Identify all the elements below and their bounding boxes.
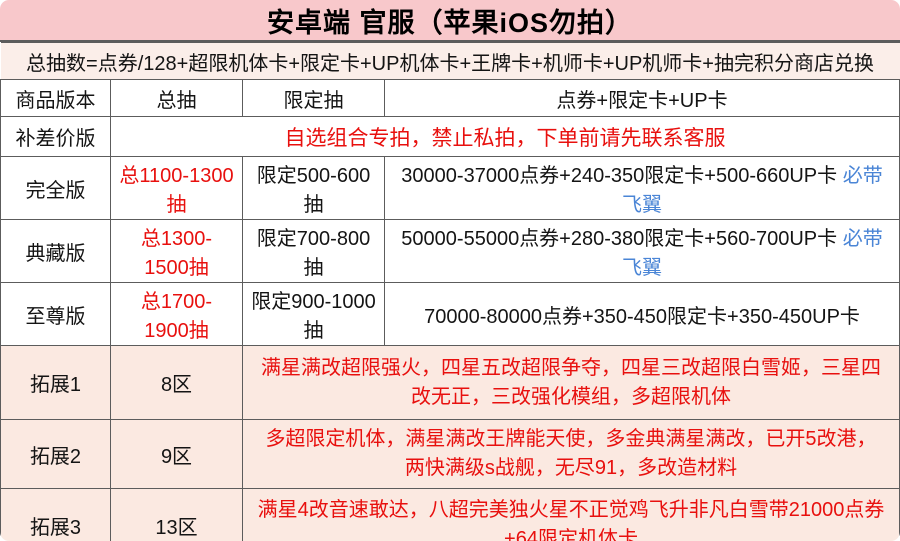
total-draws-formula-note: 总抽数=点券/128+超限机体卡+限定卡+UP机体卡+王牌卡+机师卡+UP机师卡… bbox=[0, 42, 900, 80]
version-resources-detail: 30000-37000点券+240-350限定卡+500-660UP卡 bbox=[401, 165, 838, 187]
special-version-instructions: 自选组合专拍，禁止私拍，下单前请先联系客服 bbox=[110, 116, 900, 157]
version-name: 至尊版 bbox=[0, 282, 111, 346]
col-header-limited-draws: 限定抽 bbox=[242, 79, 385, 117]
expansion-row: 拓展3 13区 满星4改音速敢达，八超完美独火星不正觉鸡飞升非凡白雪带21000… bbox=[0, 488, 900, 541]
expansion-zone: 9区 bbox=[110, 419, 243, 489]
expansion-description: 多超限定机体，满星满改王牌能天使，多金典满星满改，已开5改港，两快满级s战舰，无… bbox=[242, 419, 900, 489]
version-limited-draws: 限定700-800抽 bbox=[242, 219, 385, 283]
expansion-name: 拓展1 bbox=[0, 345, 111, 420]
col-header-product-version: 商品版本 bbox=[0, 79, 111, 117]
col-header-resources: 点券+限定卡+UP卡 bbox=[384, 79, 900, 117]
version-row: 至尊版 总1700-1900抽 限定900-1000抽 70000-80000点… bbox=[0, 282, 900, 346]
special-version-row: 补差价版 自选组合专拍，禁止私拍，下单前请先联系客服 bbox=[0, 116, 900, 157]
expansion-row: 拓展1 8区 满星满改超限强火，四星五改超限争夺，四星三改超限白雪姬，三星四改无… bbox=[0, 345, 900, 420]
version-name: 完全版 bbox=[0, 156, 111, 220]
version-total-draws: 总1300-1500抽 bbox=[110, 219, 243, 283]
version-resources-detail: 70000-80000点券+350-450限定卡+350-450UP卡 bbox=[424, 305, 860, 328]
version-total-draws: 总1700-1900抽 bbox=[110, 282, 243, 346]
version-limited-draws: 限定500-600抽 bbox=[242, 156, 385, 220]
expansion-name: 拓展2 bbox=[0, 419, 111, 489]
wing-tag: 必带飞翼 bbox=[622, 228, 883, 279]
listing-table: 总抽数=点券/128+超限机体卡+限定卡+UP机体卡+王牌卡+机师卡+UP机师卡… bbox=[0, 42, 900, 541]
expansion-zone: 13区 bbox=[110, 488, 243, 541]
wing-tag: 必带飞翼 bbox=[622, 165, 883, 216]
expansion-row: 拓展2 9区 多超限定机体，满星满改王牌能天使，多金典满星满改，已开5改港，两快… bbox=[0, 419, 900, 489]
expansion-zone: 8区 bbox=[110, 345, 243, 420]
version-row: 完全版 总1100-1300抽 限定500-600抽 30000-37000点券… bbox=[0, 156, 900, 220]
special-version-label: 补差价版 bbox=[0, 116, 111, 157]
page-title: 安卓端 官服（苹果iOS勿拍） bbox=[0, 0, 900, 42]
version-resources: 70000-80000点券+350-450限定卡+350-450UP卡 bbox=[384, 282, 900, 346]
version-resources-detail: 50000-55000点券+280-380限定卡+560-700UP卡 bbox=[401, 228, 838, 250]
expansion-description: 满星4改音速敢达，八超完美独火星不正觉鸡飞升非凡白雪带21000点券+64限定机… bbox=[242, 488, 900, 541]
formula-note-row: 总抽数=点券/128+超限机体卡+限定卡+UP机体卡+王牌卡+机师卡+UP机师卡… bbox=[0, 42, 900, 80]
version-resources: 30000-37000点券+240-350限定卡+500-660UP卡 必带飞翼 bbox=[384, 156, 900, 220]
expansion-name: 拓展3 bbox=[0, 488, 111, 541]
expansion-description: 满星满改超限强火，四星五改超限争夺，四星三改超限白雪姬，三星四改无正，三改强化模… bbox=[242, 345, 900, 420]
version-total-draws: 总1100-1300抽 bbox=[110, 156, 243, 220]
version-name: 典藏版 bbox=[0, 219, 111, 283]
col-header-total-draws: 总抽 bbox=[110, 79, 243, 117]
version-limited-draws: 限定900-1000抽 bbox=[242, 282, 385, 346]
version-resources: 50000-55000点券+280-380限定卡+560-700UP卡 必带飞翼 bbox=[384, 219, 900, 283]
version-row: 典藏版 总1300-1500抽 限定700-800抽 50000-55000点券… bbox=[0, 219, 900, 283]
column-header-row: 商品版本 总抽 限定抽 点券+限定卡+UP卡 bbox=[0, 79, 900, 117]
